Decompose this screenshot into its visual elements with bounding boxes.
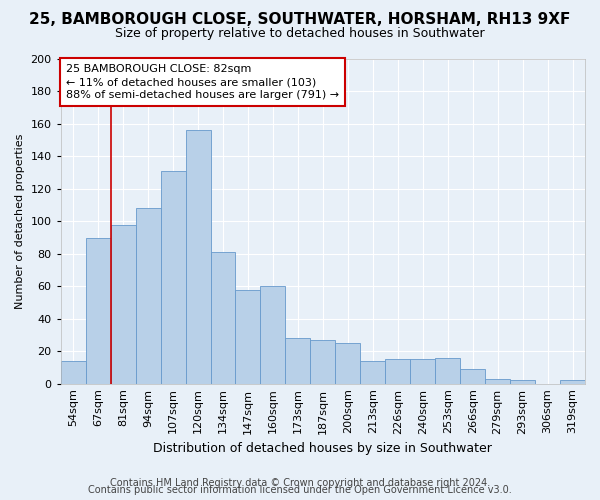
Bar bbox=[185, 130, 211, 384]
Bar bbox=[136, 208, 161, 384]
X-axis label: Distribution of detached houses by size in Southwater: Distribution of detached houses by size … bbox=[154, 442, 492, 455]
Bar bbox=[485, 379, 510, 384]
Bar bbox=[435, 358, 460, 384]
Bar bbox=[510, 380, 535, 384]
Bar bbox=[335, 343, 361, 384]
Bar bbox=[260, 286, 286, 384]
Bar bbox=[310, 340, 335, 384]
Bar bbox=[161, 171, 185, 384]
Bar bbox=[286, 338, 310, 384]
Text: Contains HM Land Registry data © Crown copyright and database right 2024.: Contains HM Land Registry data © Crown c… bbox=[110, 478, 490, 488]
Bar bbox=[560, 380, 585, 384]
Bar bbox=[460, 369, 485, 384]
Bar bbox=[61, 361, 86, 384]
Text: 25, BAMBOROUGH CLOSE, SOUTHWATER, HORSHAM, RH13 9XF: 25, BAMBOROUGH CLOSE, SOUTHWATER, HORSHA… bbox=[29, 12, 571, 28]
Bar bbox=[385, 360, 410, 384]
Bar bbox=[235, 290, 260, 384]
Y-axis label: Number of detached properties: Number of detached properties bbox=[15, 134, 25, 309]
Bar bbox=[110, 224, 136, 384]
Text: 25 BAMBOROUGH CLOSE: 82sqm
← 11% of detached houses are smaller (103)
88% of sem: 25 BAMBOROUGH CLOSE: 82sqm ← 11% of deta… bbox=[66, 64, 339, 100]
Bar bbox=[361, 361, 385, 384]
Bar bbox=[86, 238, 110, 384]
Text: Size of property relative to detached houses in Southwater: Size of property relative to detached ho… bbox=[115, 28, 485, 40]
Bar bbox=[410, 360, 435, 384]
Text: Contains public sector information licensed under the Open Government Licence v3: Contains public sector information licen… bbox=[88, 485, 512, 495]
Bar bbox=[211, 252, 235, 384]
